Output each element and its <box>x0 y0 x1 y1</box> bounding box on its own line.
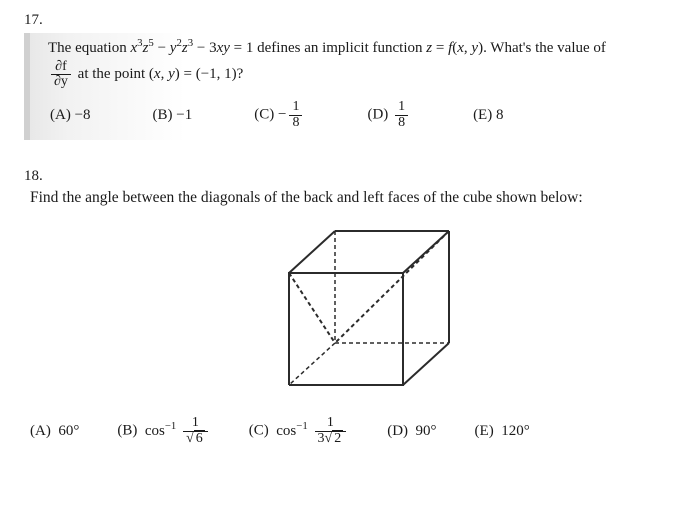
q17-point: (x, y) = (−1, 1)? <box>149 66 243 82</box>
q18-number: 18. <box>24 168 676 185</box>
q18-d-val: 90° <box>416 423 437 439</box>
cube-front-face <box>289 273 403 385</box>
cube-bottom-left-back-edge <box>289 343 335 385</box>
q17-c-frac: 18 <box>289 100 302 130</box>
q18-c-den: 32 <box>315 432 347 447</box>
back-face-diagonal <box>335 231 449 343</box>
q17-b-label: (B) <box>153 107 173 123</box>
q18-e-label: (E) <box>475 423 494 439</box>
q18-choice-e: (E) 120° <box>475 423 530 440</box>
q18-figure-wrap <box>24 217 676 402</box>
q17-stem2-mid: at the point <box>78 66 149 82</box>
q18-c-expr: cos−1 132 <box>276 423 349 439</box>
q17-body: The equation x3z5 − y2z3 − 3xy = 1 defin… <box>24 33 676 140</box>
cube-top-left-edge <box>289 231 335 273</box>
q17-choice-b: (B) −1 <box>153 107 193 124</box>
q18-choice-c: (C) cos−1 132 <box>249 416 349 446</box>
q17-choice-d: (D) 18 <box>367 100 411 130</box>
q18-b-rad: 6 <box>194 430 205 446</box>
q17-choice-e: (E) 8 <box>473 107 503 124</box>
q17-stem-post: . What's the value of <box>483 40 606 56</box>
q18-e-val: 120° <box>501 423 530 439</box>
q17-fun: z = f(x, y) <box>426 40 483 56</box>
q17-c-label: (C) <box>254 107 274 123</box>
q17-b-val: −1 <box>176 107 192 123</box>
left-face-diagonal <box>289 273 335 343</box>
q17-deriv-frac: ∂f ∂y <box>51 60 71 90</box>
q17-e-val: 8 <box>496 107 504 123</box>
q18-choice-b: (B) cos−1 16 <box>117 416 210 446</box>
q17-c-neg: − <box>278 107 286 123</box>
q17-number: 17. <box>24 12 676 29</box>
q18-choices: (A) 60° (B) cos−1 16 (C) cos−1 132 (D) 9… <box>24 416 676 446</box>
q18-c-rad: 2 <box>332 430 343 446</box>
q17-deriv-den: ∂y <box>51 75 71 90</box>
q17-choice-c: (C) −18 <box>254 100 305 130</box>
q17-c-num: 1 <box>289 100 302 116</box>
question-18: 18. Find the angle between the diagonals… <box>24 168 676 446</box>
q18-b-den: 6 <box>183 432 208 447</box>
q18-d-label: (D) <box>387 423 408 439</box>
question-17: 17. The equation x3z5 − y2z3 − 3xy = 1 d… <box>24 12 676 140</box>
q17-deriv-line: ∂f ∂y at the point (x, y) = (−1, 1)? <box>48 66 243 82</box>
q17-stem-mid: defines an implicit function <box>253 40 426 56</box>
q17-d-label: (D) <box>367 107 388 123</box>
q17-choices: (A) −8 (B) −1 (C) −18 (D) 18 (E) 8 <box>48 100 670 130</box>
cube-right-bottom-edge <box>403 343 449 385</box>
q17-d-frac: 18 <box>395 100 408 130</box>
q17-d-den: 8 <box>395 116 408 131</box>
q17-deriv-num: ∂f <box>51 60 71 76</box>
q18-choice-d: (D) 90° <box>387 423 436 440</box>
q17-c-den: 8 <box>289 116 302 131</box>
q17-stem: The equation x3z5 − y2z3 − 3xy = 1 defin… <box>48 37 670 90</box>
q18-choice-a: (A) 60° <box>30 423 79 440</box>
q17-d-num: 1 <box>395 100 408 116</box>
q17-eq: x3z5 − y2z3 − 3xy = 1 <box>130 40 253 56</box>
q17-a-val: −8 <box>75 107 91 123</box>
cube-figure <box>235 217 465 397</box>
q18-stem: Find the angle between the diagonals of … <box>30 189 676 207</box>
q18-b-label: (B) <box>117 423 137 439</box>
q17-a-label: (A) <box>50 107 71 123</box>
q17-e-label: (E) <box>473 107 492 123</box>
q18-c-label: (C) <box>249 423 269 439</box>
q18-a-label: (A) <box>30 423 51 439</box>
q18-b-expr: cos−1 16 <box>145 423 211 439</box>
q18-a-val: 60° <box>58 423 79 439</box>
q17-choice-a: (A) −8 <box>50 107 91 124</box>
q17-stem-pre: The equation <box>48 40 130 56</box>
q18-c-coef: 3 <box>318 431 325 446</box>
